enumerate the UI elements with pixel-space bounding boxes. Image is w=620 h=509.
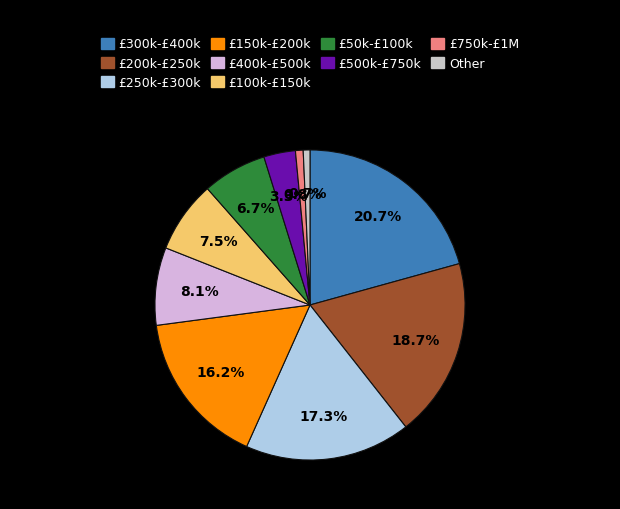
Text: 0.7%: 0.7% — [288, 187, 327, 201]
Text: 8.1%: 8.1% — [180, 285, 219, 299]
Wedge shape — [310, 151, 459, 305]
Text: 3.3%: 3.3% — [269, 189, 308, 203]
Wedge shape — [156, 305, 310, 446]
Wedge shape — [247, 305, 406, 460]
Text: 16.2%: 16.2% — [197, 365, 245, 379]
Wedge shape — [295, 151, 310, 305]
Text: 18.7%: 18.7% — [392, 333, 440, 347]
Wedge shape — [264, 151, 310, 305]
Legend: £300k-£400k, £200k-£250k, £250k-£300k, £150k-£200k, £400k-£500k, £100k-£150k, £5: £300k-£400k, £200k-£250k, £250k-£300k, £… — [97, 35, 523, 94]
Text: 0.8%: 0.8% — [283, 187, 322, 201]
Text: 7.5%: 7.5% — [200, 234, 238, 248]
Wedge shape — [155, 248, 310, 326]
Wedge shape — [310, 264, 465, 427]
Text: 6.7%: 6.7% — [236, 201, 275, 215]
Wedge shape — [166, 189, 310, 305]
Wedge shape — [208, 158, 310, 305]
Text: 20.7%: 20.7% — [353, 210, 402, 224]
Text: 17.3%: 17.3% — [299, 409, 348, 423]
Wedge shape — [303, 151, 310, 305]
